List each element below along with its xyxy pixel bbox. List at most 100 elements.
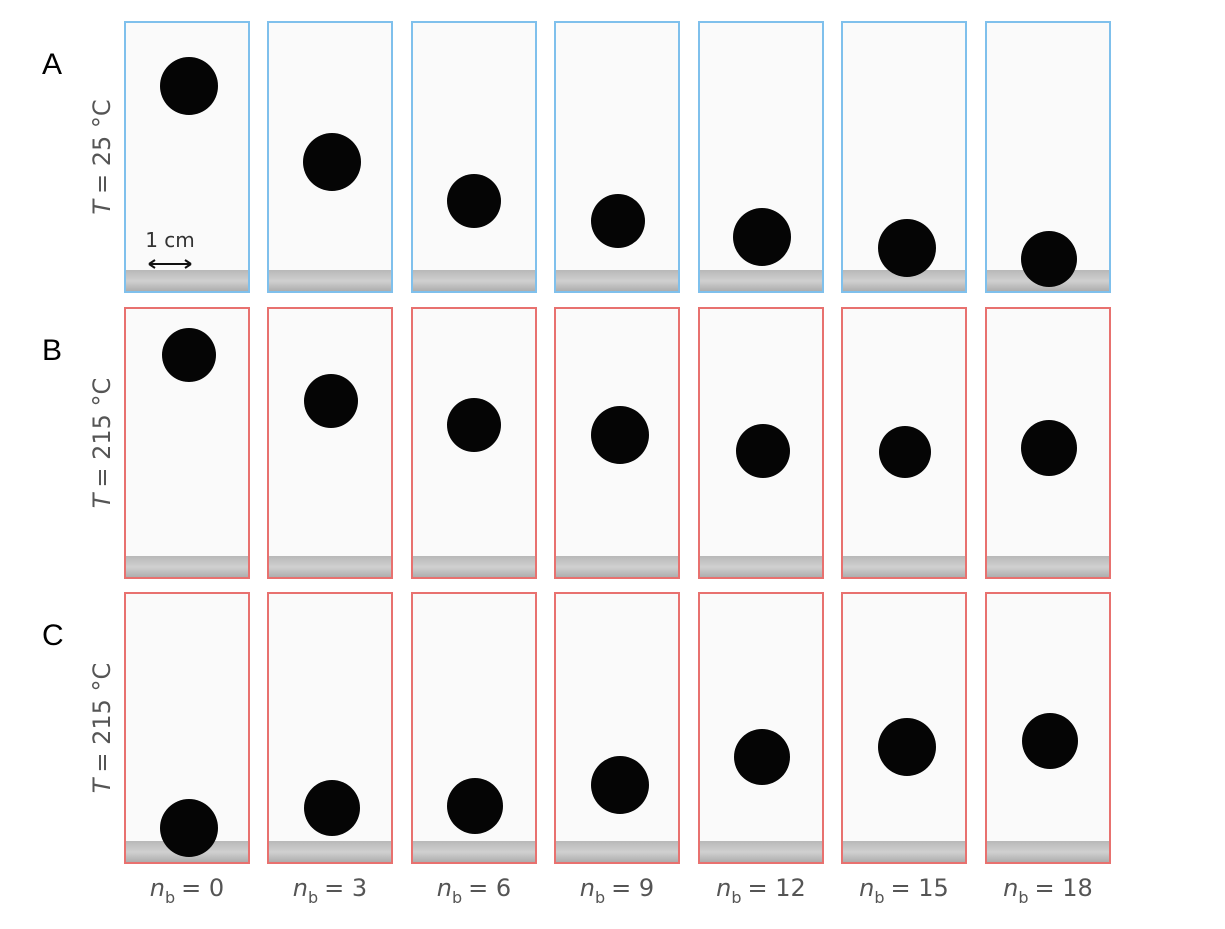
panel-border xyxy=(554,21,680,293)
column-text: = 18 xyxy=(1035,874,1093,902)
column-subscript: b xyxy=(731,888,741,907)
column-symbol: n xyxy=(150,874,165,902)
panel-border xyxy=(698,21,824,293)
column-label: nb = 15 xyxy=(859,874,949,907)
row-letter: B xyxy=(42,334,62,367)
panel-border xyxy=(554,307,680,579)
floor xyxy=(555,556,679,578)
column-symbol: n xyxy=(437,874,452,902)
column-symbol: n xyxy=(716,874,731,902)
column-subscript: b xyxy=(874,888,884,907)
panel-border xyxy=(985,592,1111,864)
panel xyxy=(841,21,967,293)
column-text: = 9 xyxy=(611,874,654,902)
panel xyxy=(841,307,967,579)
panel-border xyxy=(124,21,250,293)
floor xyxy=(699,841,823,863)
panel-border xyxy=(411,592,537,864)
panel-background xyxy=(412,22,536,292)
panel-border xyxy=(267,21,393,293)
column-subscript: b xyxy=(595,888,605,907)
panel-background xyxy=(699,593,823,863)
floor xyxy=(555,270,679,292)
panel xyxy=(698,21,824,293)
ball xyxy=(304,780,360,836)
temperature-text: = 215 °C xyxy=(88,663,116,773)
floor xyxy=(125,556,249,578)
ball xyxy=(736,424,790,478)
floor xyxy=(699,270,823,292)
column-symbol: n xyxy=(859,874,874,902)
ball xyxy=(1021,231,1077,287)
temperature-symbol: T xyxy=(88,776,116,793)
column-label: nb = 9 xyxy=(580,874,654,907)
ball xyxy=(447,398,501,452)
row-letter: A xyxy=(42,48,62,81)
row-temperature: T = 25 °C xyxy=(88,99,116,214)
panel-border xyxy=(267,592,393,864)
panel-background xyxy=(555,22,679,292)
ball xyxy=(1021,420,1077,476)
ball xyxy=(447,174,501,228)
ball xyxy=(1022,713,1078,769)
panel xyxy=(411,307,537,579)
ball xyxy=(162,328,216,382)
column-symbol: n xyxy=(580,874,595,902)
column-subscript: b xyxy=(308,888,318,907)
panel xyxy=(698,307,824,579)
scale-bar-arrow xyxy=(148,259,192,269)
column-text: = 3 xyxy=(324,874,367,902)
ball xyxy=(734,729,790,785)
ball xyxy=(591,194,645,248)
panel-background xyxy=(268,308,392,578)
row-temperature: T = 215 °C xyxy=(88,378,116,509)
ball xyxy=(878,718,936,776)
ball xyxy=(878,219,936,277)
panel xyxy=(267,307,393,579)
floor xyxy=(842,270,966,292)
floor xyxy=(842,556,966,578)
column-text: = 0 xyxy=(181,874,224,902)
panel xyxy=(554,21,680,293)
panel xyxy=(554,592,680,864)
panel-background xyxy=(555,593,679,863)
temperature-symbol: T xyxy=(88,198,116,215)
floor xyxy=(842,841,966,863)
ball xyxy=(303,133,361,191)
panel-border xyxy=(124,592,250,864)
floor xyxy=(555,841,679,863)
floor xyxy=(412,841,536,863)
panel xyxy=(124,592,250,864)
column-subscript: b xyxy=(165,888,175,907)
panel-border xyxy=(841,592,967,864)
panel xyxy=(124,21,250,293)
ball xyxy=(447,778,503,834)
column-symbol: n xyxy=(1003,874,1018,902)
floor xyxy=(125,270,249,292)
panel-border xyxy=(267,307,393,579)
panel-border xyxy=(554,592,680,864)
panel xyxy=(267,21,393,293)
panel-border xyxy=(411,21,537,293)
column-label: nb = 12 xyxy=(716,874,806,907)
panel xyxy=(411,21,537,293)
ball xyxy=(160,57,218,115)
scale-bar-label: 1 cm xyxy=(145,228,195,252)
panel xyxy=(554,307,680,579)
column-text: = 6 xyxy=(468,874,511,902)
panel-border xyxy=(124,307,250,579)
column-label: nb = 0 xyxy=(150,874,224,907)
column-symbol: n xyxy=(293,874,308,902)
panel-border xyxy=(841,307,967,579)
temperature-text: = 25 °C xyxy=(88,99,116,194)
column-label: nb = 6 xyxy=(437,874,511,907)
panel xyxy=(985,592,1111,864)
row-letter: C xyxy=(42,619,64,652)
column-subscript: b xyxy=(452,888,462,907)
panel-border xyxy=(698,307,824,579)
panel xyxy=(698,592,824,864)
column-text: = 15 xyxy=(891,874,949,902)
panel-border xyxy=(698,592,824,864)
floor xyxy=(268,556,392,578)
